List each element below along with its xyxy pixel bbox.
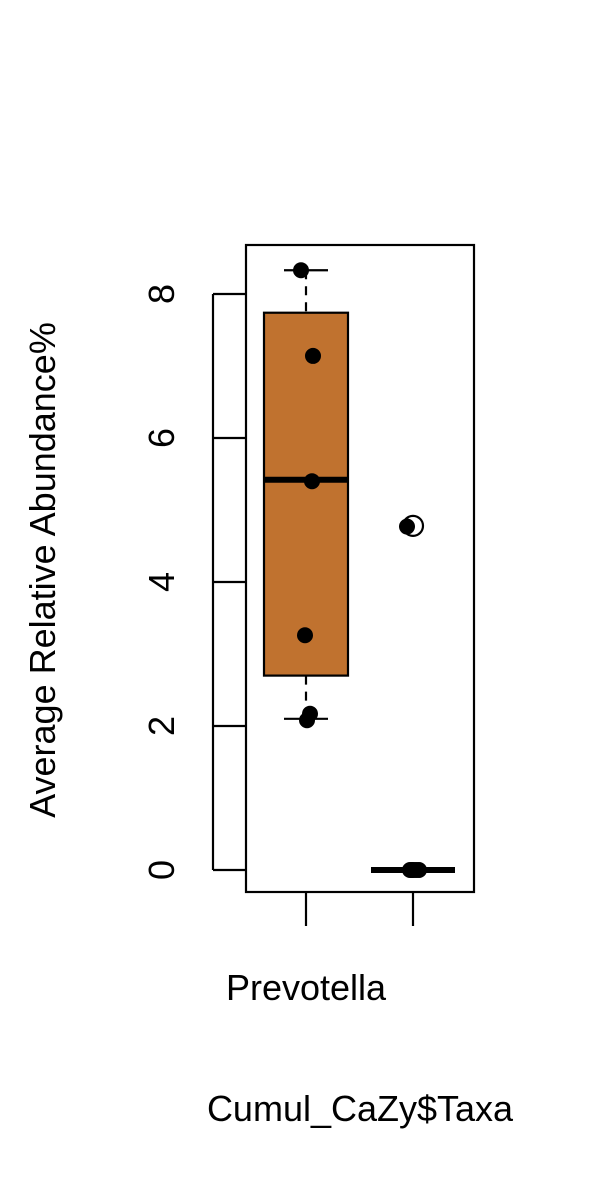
plot-area: 0 2 4 6 8 <box>141 243 476 926</box>
y-tick-label: 4 <box>141 572 182 592</box>
y-tick-label: 2 <box>141 716 182 736</box>
y-axis-label: Average Relative Abundance% <box>22 322 63 818</box>
data-point <box>404 862 420 878</box>
data-point <box>305 347 321 364</box>
data-point <box>297 627 313 644</box>
data-point <box>399 518 415 535</box>
box <box>262 311 350 677</box>
category-label-prevotella: Prevotella <box>226 967 387 1008</box>
y-tick-label: 0 <box>141 860 182 880</box>
plot-frame <box>244 243 476 894</box>
y-tick-label: 8 <box>141 284 182 304</box>
data-point <box>304 473 320 490</box>
data-point <box>299 712 315 729</box>
data-point <box>293 262 309 279</box>
x-axis-label: Cumul_CaZy$Taxa <box>207 1088 514 1129</box>
y-tick-label: 6 <box>141 428 182 448</box>
